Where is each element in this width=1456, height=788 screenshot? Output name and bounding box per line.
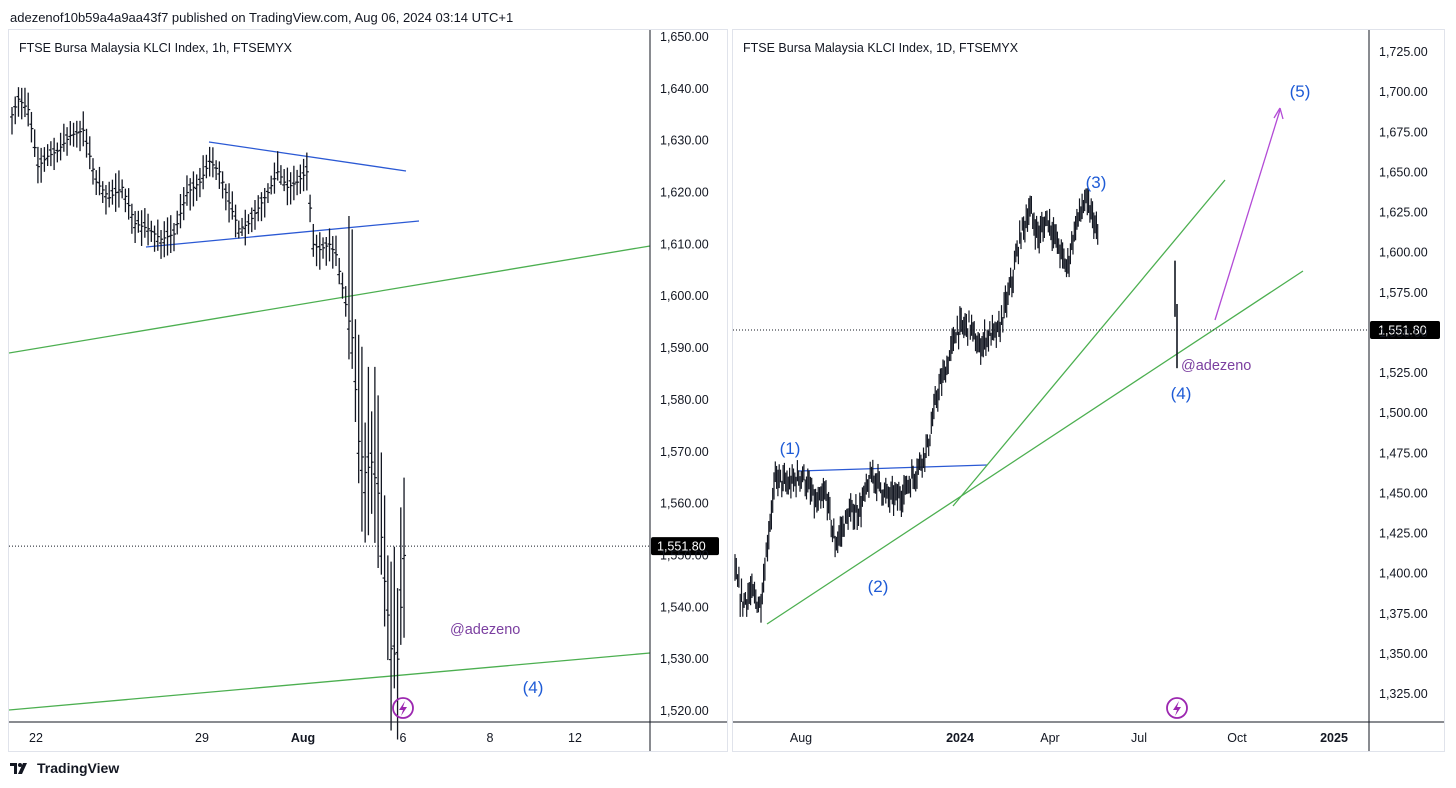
- wave-label: (2): [868, 577, 889, 596]
- tradingview-footer[interactable]: TradingView: [10, 760, 119, 776]
- author-watermark: @adezeno: [450, 622, 520, 638]
- x-tick-label: 6: [400, 731, 407, 745]
- y-tick-label: 1,450.00: [1379, 486, 1428, 500]
- author-watermark: @adezeno: [1181, 358, 1251, 374]
- wave-label: (3): [1086, 173, 1107, 192]
- lightning-event-icon[interactable]: [1166, 697, 1188, 719]
- publisher-header: adezenof10b59a4a9aa43f7 published on Tra…: [10, 10, 514, 25]
- x-tick-label: Aug: [790, 731, 812, 745]
- last-price-tag: [651, 537, 719, 556]
- y-tick-label: 1,500.00: [1379, 406, 1428, 420]
- y-tick-label: 1,560.00: [660, 497, 709, 511]
- y-tick-label: 1,520.00: [660, 704, 709, 718]
- y-tick-label: 1,640.00: [660, 82, 709, 96]
- chart-title-1h: FTSE Bursa Malaysia KLCI Index, 1h, FTSE…: [19, 41, 293, 55]
- y-tick-label: 1,350.00: [1379, 647, 1428, 661]
- last-price-tag: [1370, 320, 1440, 339]
- y-tick-label: 1,325.00: [1379, 687, 1428, 701]
- y-tick-label: 1,530.00: [660, 652, 709, 666]
- y-tick-label: 1,630.00: [660, 134, 709, 148]
- y-tick-label: 1,580.00: [660, 393, 709, 407]
- x-tick-label: 2025: [1320, 731, 1348, 745]
- x-tick-label: 22: [29, 731, 43, 745]
- y-tick-label: 1,525.00: [1379, 366, 1428, 380]
- green-base-trendline[interactable]: [766, 270, 1304, 625]
- green-steep-trendline[interactable]: [952, 179, 1226, 507]
- triangle-lower-trendline[interactable]: [145, 220, 420, 248]
- green-channel-upper[interactable]: [8, 245, 651, 354]
- y-tick-label: 1,575.00: [1379, 286, 1428, 300]
- x-tick-label: Jul: [1131, 731, 1147, 745]
- chart-panel-1h[interactable]: 1,551.80 1,650.00 1,640.00 1,630.00 1,620.0…: [8, 29, 728, 752]
- triangle-upper-trendline[interactable]: [208, 141, 407, 172]
- y-tick-label: 1,620.00: [660, 186, 709, 200]
- chart-1d-svg[interactable]: 1,551.80 1,725.00 1,700.00 1,675.00 1,650.0…: [733, 30, 1444, 751]
- y-tick-label: 1,650.00: [1379, 165, 1428, 179]
- y-tick-label: 1,375.00: [1379, 607, 1428, 621]
- wave-label: (1): [780, 439, 801, 458]
- x-tick-label: Oct: [1227, 731, 1247, 745]
- x-tick-label: 12: [568, 731, 582, 745]
- y-tick-label: 1,540.00: [660, 600, 709, 614]
- tradingview-logo-icon: [10, 763, 27, 774]
- chart-panel-1d[interactable]: 1,551.80 1,725.00 1,700.00 1,675.00 1,650.0…: [732, 29, 1445, 752]
- y-tick-label: 1,600.00: [1379, 246, 1428, 260]
- chart-1h-svg[interactable]: 1,551.80 1,650.00 1,640.00 1,630.00 1,620.0…: [8, 30, 727, 751]
- green-channel-lower[interactable]: [8, 652, 651, 711]
- y-tick-label: 1,570.00: [660, 445, 709, 459]
- arrowhead-icon: [1273, 107, 1284, 120]
- y-tick-label: 1,700.00: [1379, 85, 1428, 99]
- y-tick-label: 1,650.00: [660, 30, 709, 44]
- lightning-bolt-icon: [399, 701, 407, 716]
- x-tick-label: 2024: [946, 731, 974, 745]
- x-tick-label: 8: [487, 731, 494, 745]
- wave-label: (5): [1290, 82, 1311, 101]
- lightning-event-icon[interactable]: [392, 697, 414, 719]
- y-tick-label: 1,590.00: [660, 341, 709, 355]
- lightning-bolt-icon: [1173, 701, 1181, 716]
- y-tick-label: 1,550.00: [1379, 326, 1428, 340]
- last-price-label: 1,551.80: [657, 540, 706, 554]
- y-tick-label: 1,625.00: [1379, 206, 1428, 220]
- wave-label: (4): [1171, 384, 1192, 403]
- y-tick-label: 1,675.00: [1379, 125, 1428, 139]
- tradingview-brand-text: TradingView: [37, 760, 120, 776]
- y-tick-label: 1,610.00: [660, 237, 709, 251]
- last-price-label: 1,551.80: [1378, 323, 1427, 337]
- x-tick-label: Apr: [1040, 731, 1059, 745]
- wave1-top-trendline[interactable]: [798, 464, 988, 472]
- x-tick-label: Aug: [291, 731, 315, 745]
- x-tick-label: 29: [195, 731, 209, 745]
- y-tick-label: 1,400.00: [1379, 567, 1428, 581]
- y-tick-label: 1,600.00: [660, 289, 709, 303]
- wave5-projection-arrow[interactable]: [1214, 109, 1281, 321]
- y-tick-label: 1,725.00: [1379, 45, 1428, 59]
- y-tick-label: 1,425.00: [1379, 527, 1428, 541]
- chart-title-1d: FTSE Bursa Malaysia KLCI Index, 1D, FTSE…: [743, 41, 1019, 55]
- wave-label-4: (4): [523, 678, 544, 697]
- y-tick-label: 1,475.00: [1379, 446, 1428, 460]
- y-tick-label: 1,550.00: [660, 548, 709, 562]
